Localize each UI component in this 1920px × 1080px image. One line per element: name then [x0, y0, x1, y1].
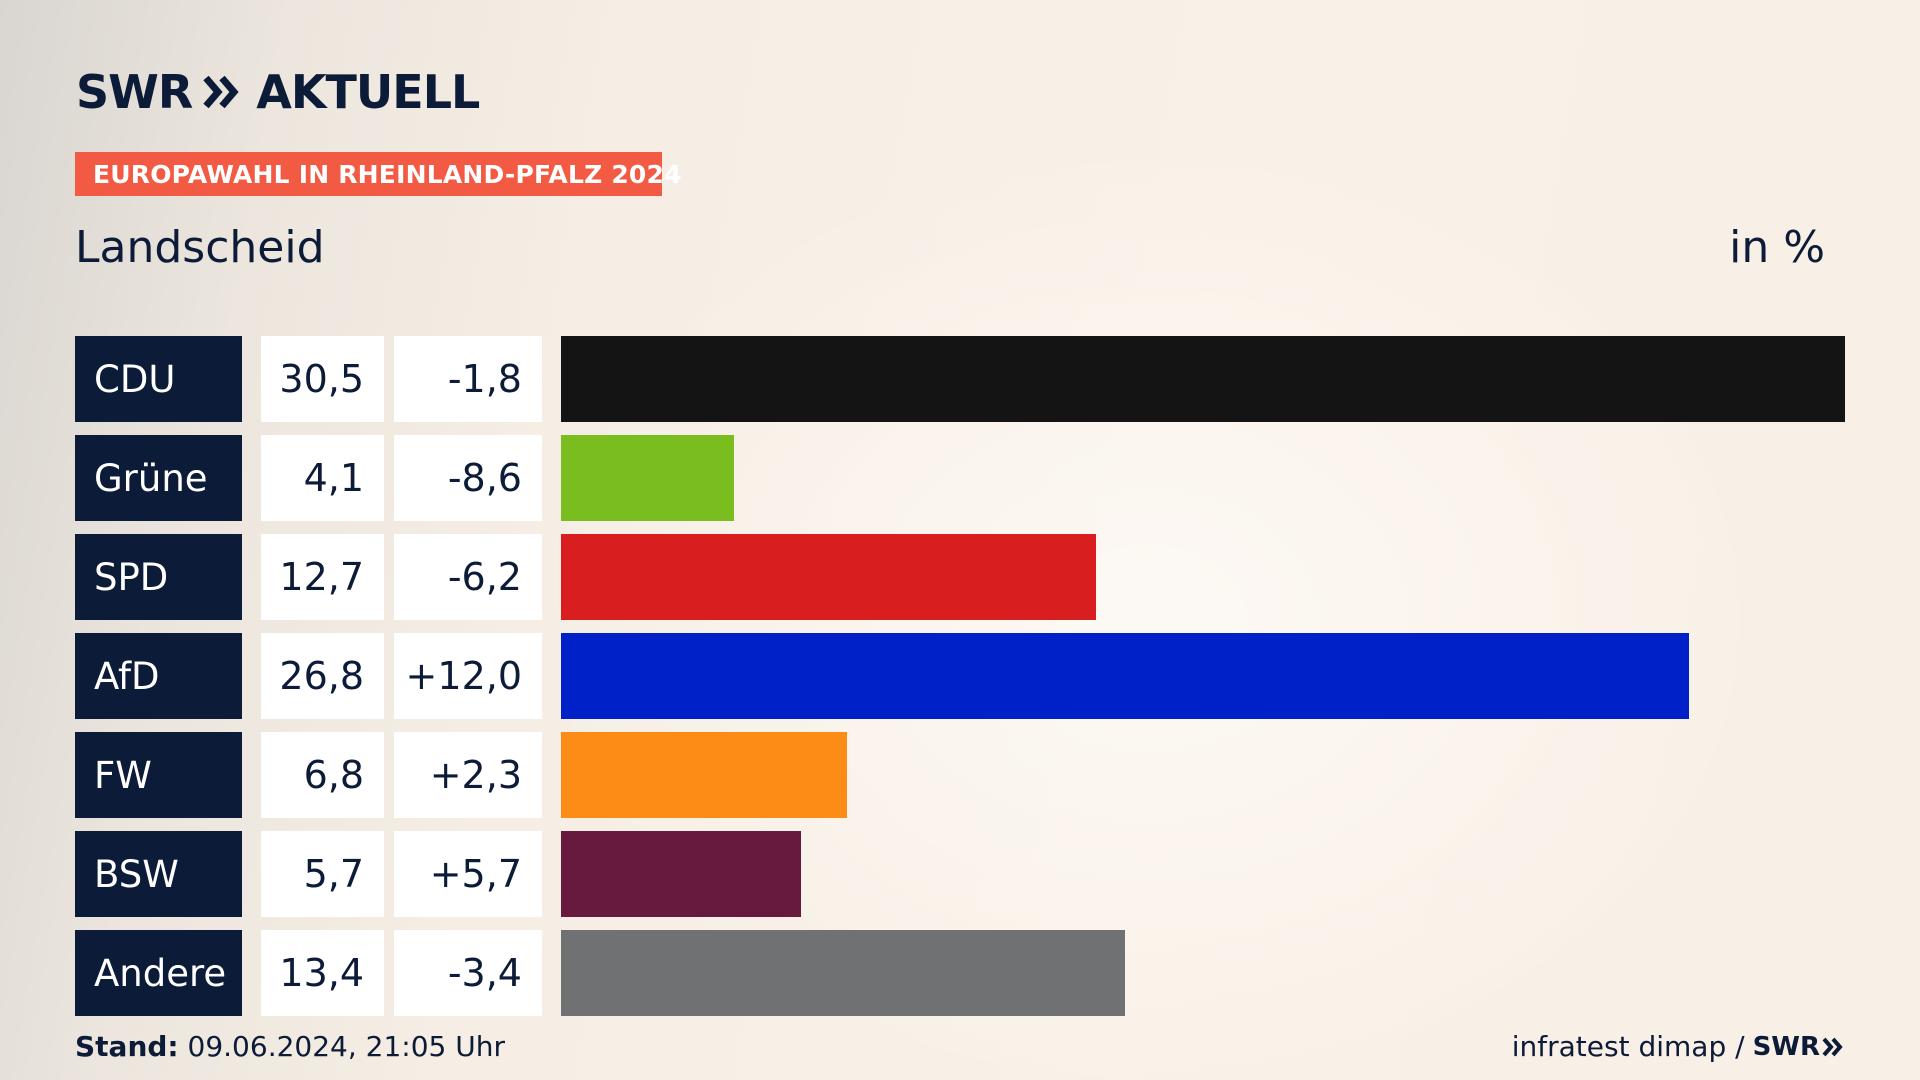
party-label: FW [75, 732, 242, 818]
stand-label: Stand: [75, 1030, 179, 1063]
result-row: Andere 13,4 -3,4 [75, 930, 1845, 1016]
party-label: CDU [75, 336, 242, 422]
result-bar [561, 831, 801, 917]
party-label: SPD [75, 534, 242, 620]
logo-aktuell-text: AKTUELL [256, 65, 480, 119]
result-row: FW 6,8 +2,3 [75, 732, 1845, 818]
vote-share-value: 5,7 [261, 831, 384, 917]
result-bar [561, 732, 847, 818]
vote-share-value: 30,5 [261, 336, 384, 422]
footer-chevron-icon [1822, 1037, 1843, 1056]
stand-value: 09.06.2024, 21:05 Uhr [187, 1030, 505, 1063]
result-row: Grüne 4,1 -8,6 [75, 435, 1845, 521]
vote-change-value: -8,6 [394, 435, 542, 521]
swr-aktuell-logo: SWR AKTUELL [76, 64, 480, 120]
party-label: Grüne [75, 435, 242, 521]
logo-swr-text: SWR [76, 65, 193, 119]
result-row: AfD 26,8 +12,0 [75, 633, 1845, 719]
footer-swr-logo: SWR [1753, 1032, 1844, 1062]
result-row: SPD 12,7 -6,2 [75, 534, 1845, 620]
vote-share-value: 12,7 [261, 534, 384, 620]
unit-label: in % [1729, 222, 1825, 273]
result-bar [561, 336, 1845, 422]
source-text: infratest dimap / [1511, 1030, 1745, 1063]
result-bar [561, 633, 1689, 719]
result-bar [561, 534, 1096, 620]
vote-change-value: -6,2 [394, 534, 542, 620]
party-label: BSW [75, 831, 242, 917]
result-bar [561, 930, 1125, 1016]
vote-change-value: +5,7 [394, 831, 542, 917]
party-label: AfD [75, 633, 242, 719]
footer-source: infratest dimap / SWR [1512, 1030, 1844, 1063]
vote-share-value: 4,1 [261, 435, 384, 521]
logo-chevron-icon [202, 74, 242, 110]
party-label: Andere [75, 930, 242, 1016]
result-row: BSW 5,7 +5,7 [75, 831, 1845, 917]
result-bar [561, 435, 734, 521]
vote-change-value: +2,3 [394, 732, 542, 818]
footer-timestamp: Stand: 09.06.2024, 21:05 Uhr [75, 1030, 505, 1063]
footer-swr-text: SWR [1752, 1031, 1820, 1062]
vote-change-value: +12,0 [394, 633, 542, 719]
vote-change-value: -3,4 [394, 930, 542, 1016]
vote-share-value: 26,8 [261, 633, 384, 719]
vote-change-value: -1,8 [394, 336, 542, 422]
result-row: CDU 30,5 -1,8 [75, 336, 1845, 422]
vote-share-value: 13,4 [261, 930, 384, 1016]
vote-share-value: 6,8 [261, 732, 384, 818]
election-banner: EUROPAWAHL IN RHEINLAND-PFALZ 2024 [75, 152, 682, 196]
place-title: Landscheid [75, 222, 325, 273]
